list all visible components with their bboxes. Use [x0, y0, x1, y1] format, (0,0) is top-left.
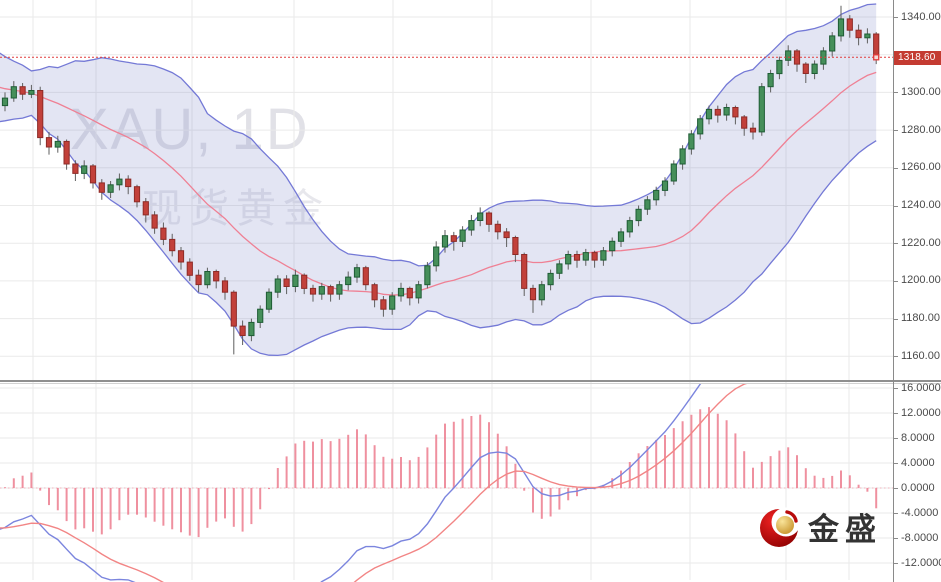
y-axis-label: 1180.00 [901, 312, 940, 325]
y-axis-label: 1280.00 [901, 123, 941, 136]
y-axis-label: 16.0000 [901, 381, 941, 394]
y-axis-label: 0.0000 [901, 481, 935, 494]
last-price-tag: 1318.60 [894, 51, 941, 65]
y-axis-label: 4.0000 [901, 456, 935, 469]
axis-tick [894, 438, 898, 439]
price-chart-canvas[interactable] [0, 0, 893, 582]
axis-tick [894, 356, 898, 358]
axis-tick [894, 130, 898, 132]
y-axis-label: -12.0000 [901, 556, 941, 569]
axis-tick [894, 488, 898, 489]
axis-tick [894, 388, 898, 389]
pane-divider[interactable] [0, 380, 941, 382]
axis-tick [894, 513, 898, 514]
y-axis-label: -4.0000 [901, 506, 939, 519]
y-axis-label: 1200.00 [901, 274, 941, 287]
axis-tick [894, 92, 898, 94]
axis-tick [894, 280, 898, 282]
axis-tick [894, 205, 898, 207]
axis-tick [894, 538, 898, 539]
y-axis-label: 1240.00 [901, 199, 941, 211]
price-axis[interactable]: 1340.00 1300.00 1280.00 1260.00 1240.00 1220.… [893, 0, 941, 582]
broker-logo: 金盛 [758, 504, 882, 549]
axis-tick [894, 318, 898, 320]
last-price-value: 1318.60 [898, 52, 936, 63]
y-axis-label: 1340.00 [901, 10, 941, 23]
broker-logo-text: 金盛 [808, 512, 882, 547]
axis-tick [894, 463, 898, 464]
axis-tick [894, 167, 898, 169]
y-axis-label: -8.0000 [901, 531, 939, 544]
y-axis-label: 1300.00 [901, 85, 941, 98]
y-axis-label: 8.0000 [901, 431, 935, 444]
axis-tick [894, 563, 898, 564]
y-axis-label: 1220.00 [901, 236, 941, 249]
y-axis-label: 1260.00 [901, 161, 941, 174]
axis-tick [894, 243, 898, 245]
axis-tick [894, 17, 898, 18]
pane-divider-shadow [0, 383, 941, 384]
jinsheng-logo-icon [760, 507, 801, 547]
watermark-subtitle: 现货黄金 [142, 176, 330, 234]
axis-tick [894, 413, 898, 414]
y-axis-label: 12.0000 [901, 406, 941, 419]
y-axis-label: 1160.00 [901, 349, 940, 362]
